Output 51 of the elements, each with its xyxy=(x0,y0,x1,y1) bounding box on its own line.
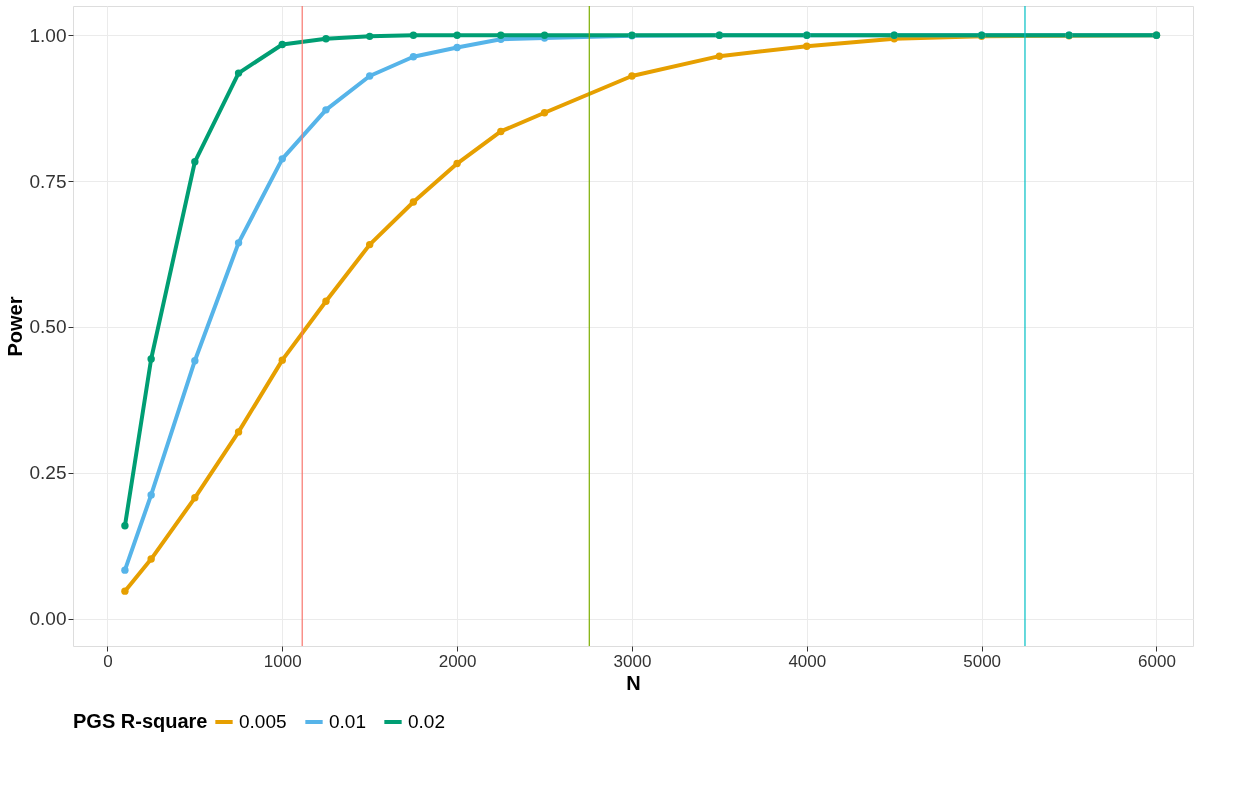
point xyxy=(715,52,724,60)
point xyxy=(278,155,286,163)
point xyxy=(191,158,199,166)
point xyxy=(121,566,129,574)
point xyxy=(628,72,636,80)
point xyxy=(497,127,505,136)
point xyxy=(497,31,505,39)
y-tick-label: 0.25 xyxy=(29,462,67,484)
point xyxy=(365,72,374,80)
point xyxy=(409,53,418,61)
point xyxy=(234,239,243,247)
x-tick-label: 1000 xyxy=(263,651,302,671)
x-tick-label: 3000 xyxy=(613,651,652,671)
y-tick-label: 1.00 xyxy=(29,24,67,46)
x-tick-label: 0 xyxy=(103,651,113,671)
x-tick-label: 6000 xyxy=(1138,651,1176,671)
y-tick-label: 0.50 xyxy=(29,316,67,338)
legend-label: 0.02 xyxy=(408,711,445,732)
x-tick-label: 2000 xyxy=(438,651,477,671)
y-axis-title: Power xyxy=(3,296,26,357)
point xyxy=(409,31,418,39)
point xyxy=(147,491,155,499)
point xyxy=(278,356,286,364)
point xyxy=(191,494,199,502)
point xyxy=(540,109,549,117)
point xyxy=(365,240,374,249)
point xyxy=(191,357,199,365)
point xyxy=(234,428,243,436)
point xyxy=(803,42,811,50)
point xyxy=(147,555,155,563)
point xyxy=(121,522,129,530)
point xyxy=(453,31,461,39)
point xyxy=(453,43,461,52)
x-axis-title: N xyxy=(626,671,641,694)
point xyxy=(322,34,330,43)
point xyxy=(234,69,243,77)
point xyxy=(278,40,286,49)
legend-label: 0.01 xyxy=(329,711,366,732)
x-tick-label: 4000 xyxy=(788,651,827,671)
point xyxy=(409,198,418,206)
legend-label: 0.005 xyxy=(239,711,287,732)
point xyxy=(322,297,330,305)
point xyxy=(322,106,330,114)
point xyxy=(365,32,374,41)
y-tick-label: 0.75 xyxy=(29,170,67,192)
legend-title: PGS R-square xyxy=(73,710,208,732)
point xyxy=(121,587,129,595)
point xyxy=(147,355,155,363)
y-tick-label: 0.00 xyxy=(29,608,67,630)
point xyxy=(453,159,461,168)
x-tick-label: 5000 xyxy=(963,651,1002,671)
